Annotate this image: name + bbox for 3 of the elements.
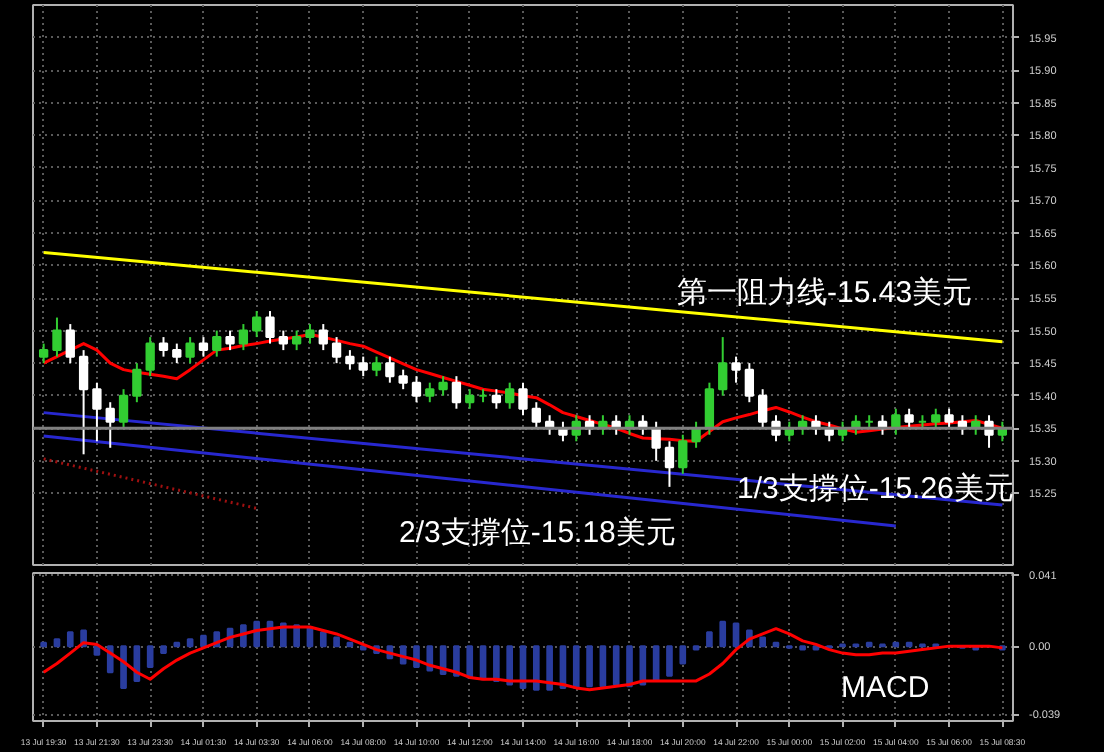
annotation: MACD (841, 671, 930, 705)
annotation: 第一阻力线-15.43美元 (677, 276, 973, 310)
annotation: 2/3支撐位-15.18美元 (399, 516, 676, 550)
